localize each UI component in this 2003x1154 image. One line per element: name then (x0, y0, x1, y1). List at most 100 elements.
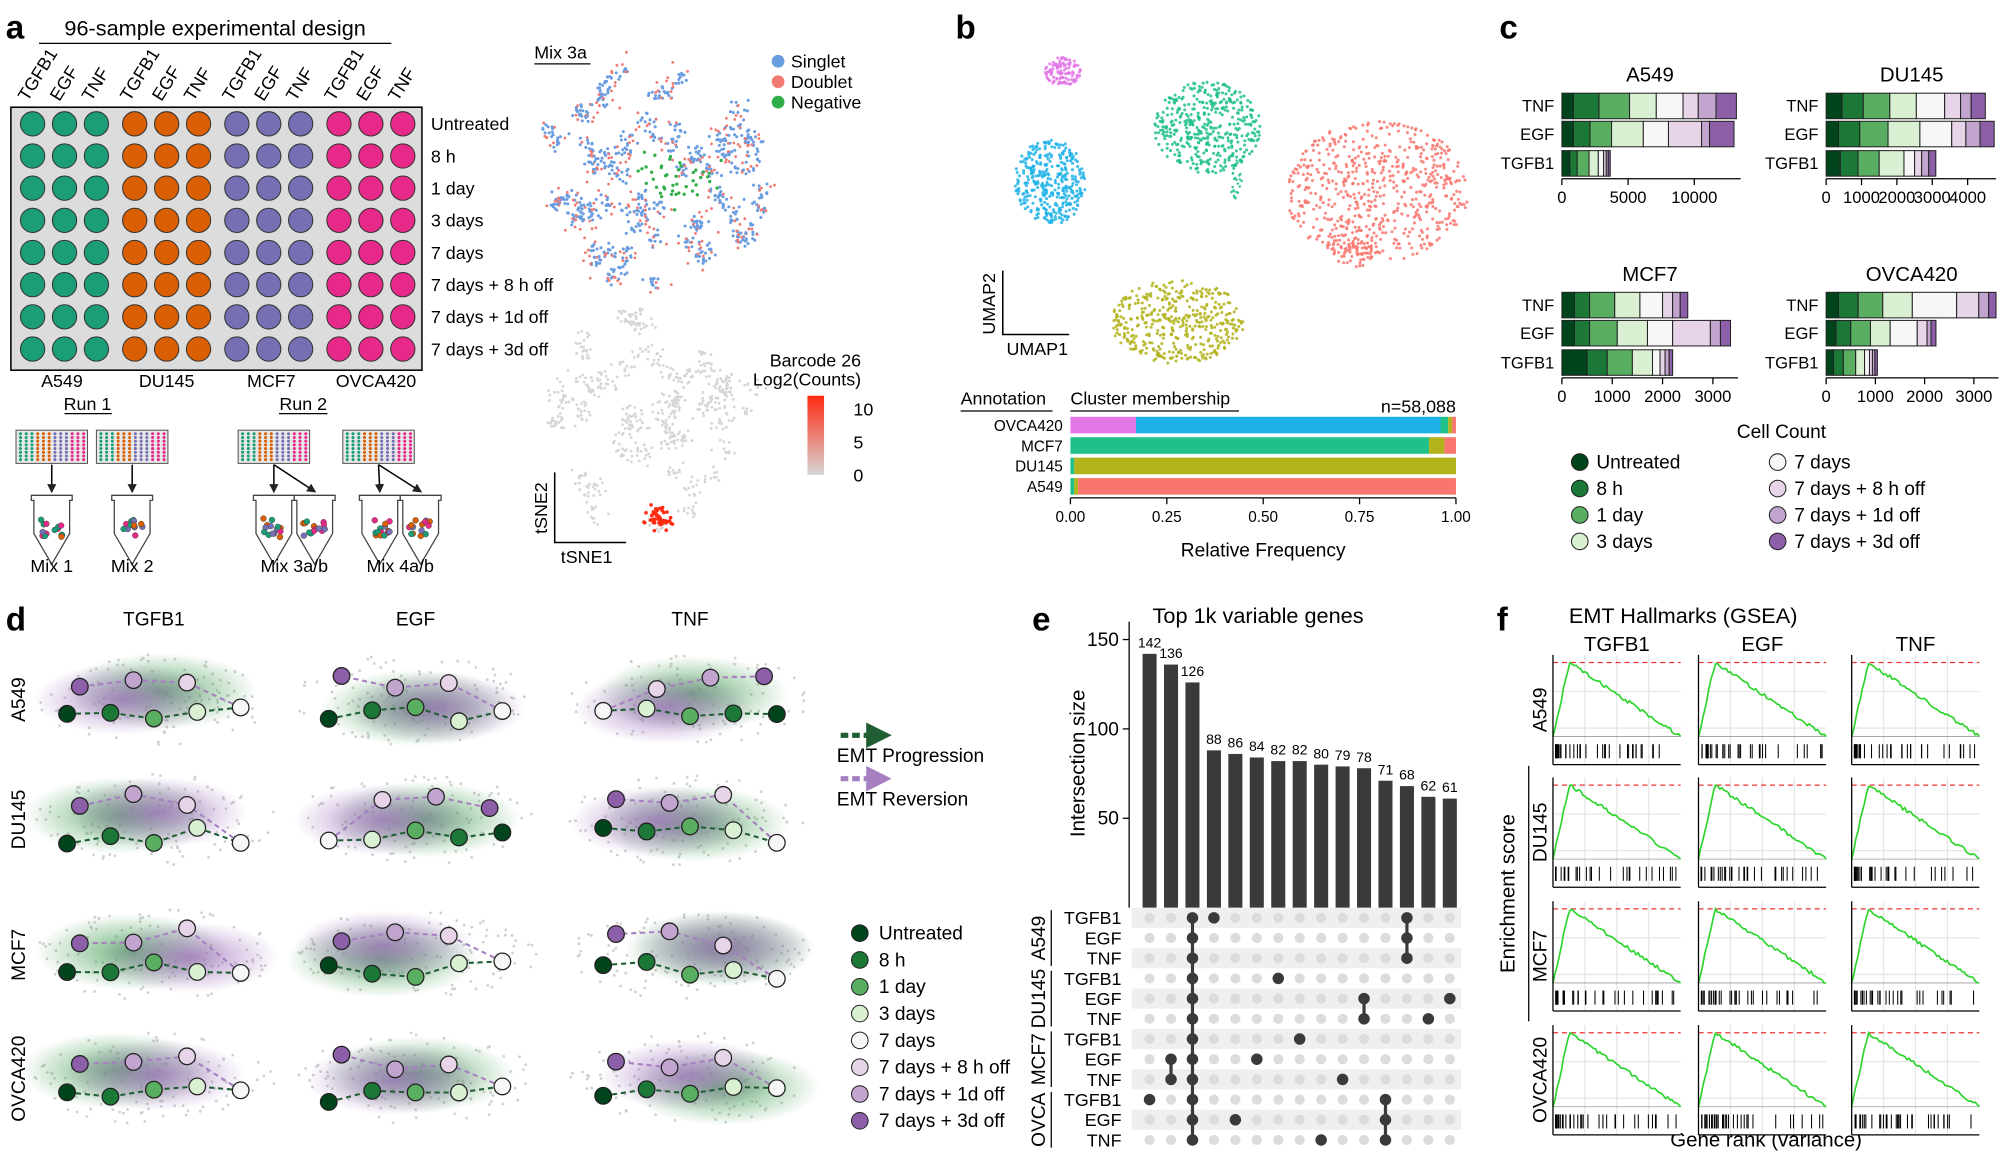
tsne-point (649, 513, 654, 518)
umap-point (1445, 223, 1449, 227)
x-tick-label: 1000 (1843, 188, 1880, 207)
umap-point (1356, 182, 1360, 186)
mini-well (110, 454, 114, 458)
tsne-point (639, 418, 642, 422)
umap-point (1070, 168, 1074, 172)
umap-point (1013, 184, 1017, 188)
umap-point (1438, 209, 1442, 213)
tsne-point (606, 88, 610, 92)
mini-well (246, 439, 250, 443)
umap-point (1344, 189, 1348, 194)
matrix-dot-filled (1186, 912, 1199, 924)
mini-well (59, 443, 63, 447)
tsne-point (731, 397, 735, 401)
umap-point (1333, 249, 1337, 253)
mini-well (82, 439, 86, 443)
tsne-point (695, 219, 699, 223)
matrix-dot-filled (1379, 1134, 1392, 1146)
umap-point (1043, 141, 1047, 145)
umap-point (1239, 172, 1242, 176)
umap-point (1060, 151, 1064, 155)
mini-well (241, 450, 245, 454)
tsne-point (669, 412, 673, 416)
umap-point (1373, 146, 1377, 150)
mini-well (357, 432, 361, 436)
umap-point (1327, 234, 1331, 238)
umap-point (1189, 137, 1193, 141)
tsne-point (721, 380, 725, 384)
tsne-point (634, 198, 637, 202)
umap-point (1155, 112, 1160, 116)
tsne-point (648, 455, 652, 459)
tsne-point (736, 238, 740, 242)
umap-point (1179, 160, 1183, 165)
mini-well (110, 435, 114, 440)
mini-well (36, 450, 40, 454)
tsne-point (585, 418, 589, 422)
y-tick-label: EGF (1520, 324, 1554, 343)
tsne-point (710, 250, 713, 254)
tsne-point (549, 203, 553, 207)
axis-label: Relative Frequency (1181, 541, 1346, 562)
tsne-point (713, 401, 717, 404)
tsne-point (634, 311, 637, 315)
tsne-point (684, 237, 688, 241)
umap-point (1021, 160, 1025, 164)
umap-point (1196, 150, 1200, 154)
mini-well (403, 439, 407, 443)
umap-point (1129, 347, 1133, 351)
tsne-point (675, 376, 679, 379)
umap-point (1052, 210, 1056, 214)
tsne-point (597, 104, 601, 107)
mini-well (151, 443, 155, 447)
umap-point (1312, 207, 1316, 211)
tsne-point (699, 363, 703, 367)
umap-point (1400, 212, 1404, 216)
umap-point (1016, 178, 1020, 182)
panel-label: b (956, 9, 976, 46)
tsne-point (547, 399, 551, 402)
umap-point (1354, 236, 1358, 240)
umap-point (1395, 246, 1399, 250)
legend-swatch (771, 54, 785, 68)
umap-point (1075, 73, 1079, 77)
well (256, 207, 282, 233)
umap-point (1168, 356, 1172, 360)
umap-point (1396, 158, 1400, 162)
umap-point (1425, 205, 1429, 209)
umap-point (1036, 181, 1040, 185)
mini-well (133, 432, 137, 436)
umap-point (1348, 204, 1352, 208)
umap-point (1147, 293, 1151, 297)
mini-well (128, 435, 132, 440)
tsne-point (575, 351, 579, 355)
tsne-point (625, 50, 628, 54)
umap-point (1364, 164, 1368, 169)
umap-point (1413, 132, 1417, 137)
umap-point (1196, 114, 1200, 118)
mini-well (53, 443, 57, 447)
well (288, 111, 314, 137)
umap-point (1152, 358, 1156, 362)
mini-well (41, 450, 45, 454)
tube-cell (260, 515, 267, 522)
umap-point (1302, 220, 1306, 224)
umap-point (1054, 217, 1058, 221)
umap-point (1027, 150, 1031, 154)
tsne-point (634, 314, 638, 318)
umap-point (1378, 227, 1382, 232)
umap-point (1417, 202, 1421, 206)
tsne-point (654, 417, 658, 421)
mini-well (252, 435, 256, 440)
umap-point (1363, 246, 1368, 250)
tsne-point (599, 258, 603, 262)
tsne-point (561, 398, 565, 402)
mini-well (59, 450, 63, 454)
tsne-point (712, 168, 716, 172)
matrix-dot-filled (1401, 912, 1413, 924)
umap-point (1189, 345, 1193, 349)
umap-point (1444, 174, 1448, 178)
umap-point (1214, 126, 1218, 130)
umap-point (1163, 98, 1167, 102)
cell-line-label: MCF7 (247, 371, 296, 391)
